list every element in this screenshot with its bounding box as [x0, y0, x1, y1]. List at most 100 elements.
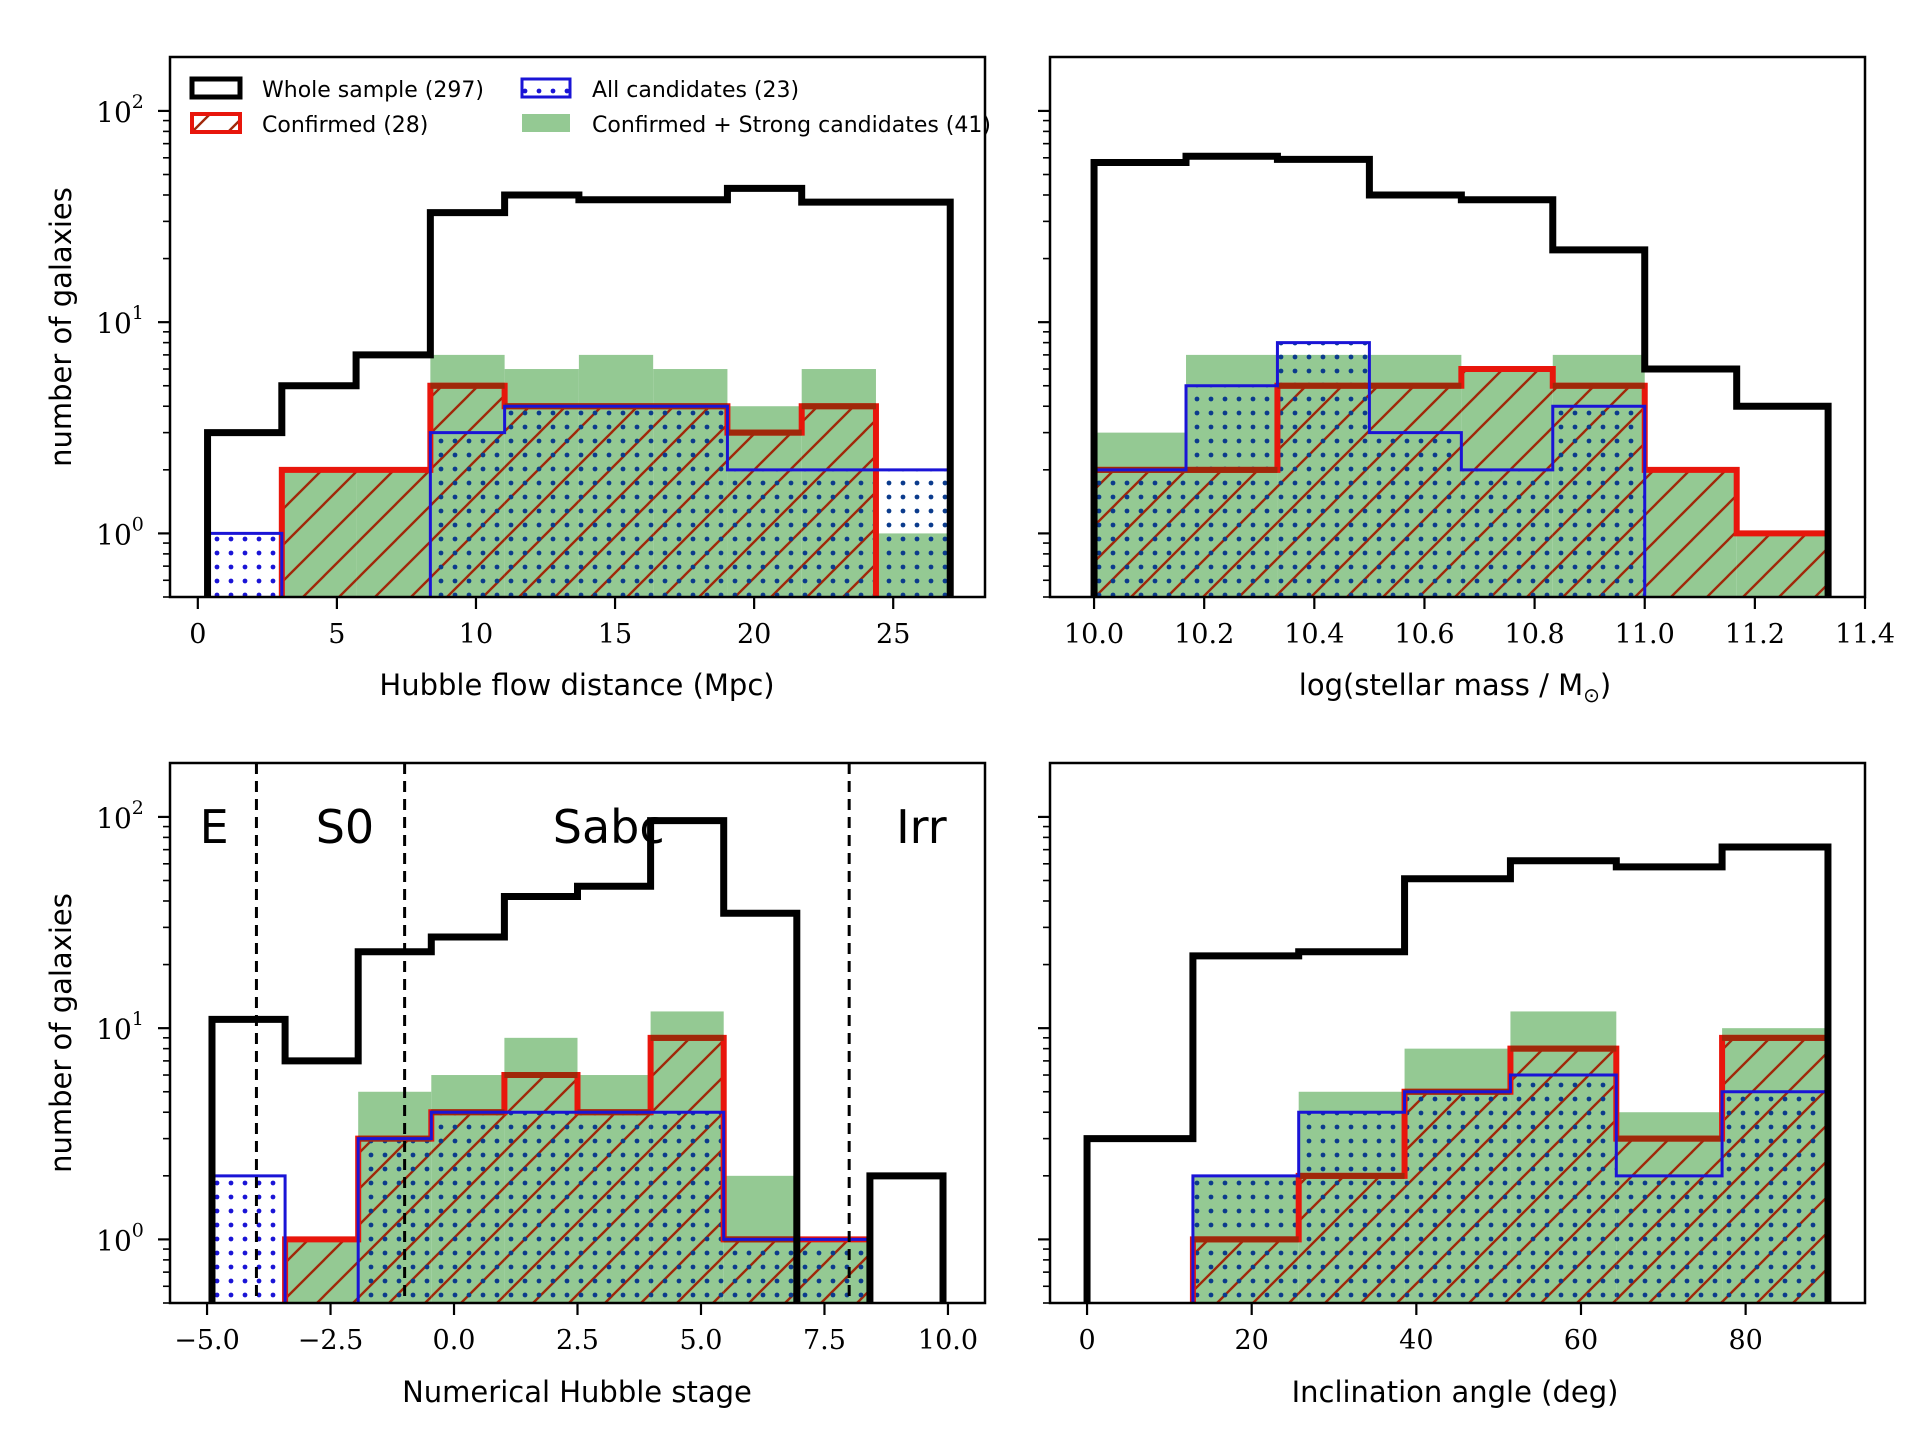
- distance-xtick-label: 10: [459, 619, 493, 650]
- mass-xlabel-sun-symbol: ⊙: [1583, 683, 1600, 707]
- hubble_stage-candidates-bar: [650, 1112, 724, 1303]
- legend-label-candidates: All candidates (23): [592, 78, 799, 103]
- legend: Whole sample (297) Confirmed (28) All ca…: [189, 76, 991, 138]
- distance-ticks: 0 5 10 15 20 25 100 101 102: [96, 91, 910, 650]
- hubble_stage-xtick-label: 2.5: [556, 1325, 599, 1356]
- hubble_stage-xtick-label: −5.0: [174, 1325, 240, 1356]
- distance-candidates-outline: [206, 404, 952, 597]
- distance-ylabel: number of galaxies: [44, 187, 78, 467]
- mass-axes-frame: [1048, 55, 1867, 599]
- distance-xtick-label: 5: [328, 619, 345, 650]
- hubble_stage-ytick-label: 101: [96, 1008, 144, 1046]
- panel-hubble-distance: 0 5 10 15 20 25 100 101 102 Hubble flow distance…: [44, 55, 991, 702]
- distance-candidates-bar: [430, 432, 505, 597]
- inclination-xtick-label: 20: [1235, 1325, 1269, 1356]
- hubble_stage-xtick-label: 7.5: [803, 1325, 846, 1356]
- region-label-sabc: Sabc: [553, 800, 665, 854]
- mass-xtick-label: 10.6: [1394, 619, 1454, 650]
- distance-ytick-label: 102: [96, 91, 144, 129]
- mass-candidates-bar: [1186, 385, 1278, 597]
- hubble_stage-xtick-label: 10.0: [918, 1325, 978, 1356]
- inclination-ticks: 0 20 40 60 80: [1038, 815, 1763, 1356]
- inclination-whole-outline: [1083, 843, 1832, 1303]
- mass-xtick-label: 11.0: [1615, 619, 1675, 650]
- legend-label-whole: Whole sample (297): [262, 78, 484, 103]
- hubble_stage-ytick-label: 102: [96, 797, 144, 835]
- distance-candidates-bar: [875, 469, 951, 597]
- hubble_stage-candidates-bar: [358, 1138, 432, 1303]
- hubble_stage-candidates-bar: [431, 1112, 505, 1303]
- mass-xtick-label: 10.0: [1064, 619, 1124, 650]
- inclination-xtick-label: 80: [1728, 1325, 1762, 1356]
- distance-confirmed-bar: [356, 469, 431, 597]
- mass-xtick-label: 11.2: [1725, 619, 1785, 650]
- mass-whole-outline: [1090, 152, 1832, 597]
- mass-xtick-label: 10.2: [1174, 619, 1234, 650]
- mass-confirmed-bar: [1644, 469, 1737, 597]
- hubble_stage-xtick-label: −2.5: [298, 1325, 364, 1356]
- hubble_stage-whole-outline: [208, 817, 947, 1303]
- hubble_stage-candidates-bar: [211, 1175, 286, 1303]
- distance-xtick-label: 25: [876, 619, 910, 650]
- mass-confirmed-bar: [1736, 533, 1829, 597]
- inclination-candidates-bar: [1510, 1075, 1617, 1303]
- inclination-candidates-bar: [1616, 1175, 1723, 1303]
- inclination-candidates-bar: [1722, 1091, 1828, 1303]
- stage-histogram-plot: [208, 817, 947, 1303]
- inclination-xlabel: Inclination angle (deg): [1292, 1375, 1619, 1409]
- hubble_stage-candidates-bar: [504, 1112, 578, 1303]
- hubble_stage-xtick-label: 0.0: [433, 1325, 476, 1356]
- mass-ticks: 10.0 10.2 10.4 10.6 10.8 11.0 11.2 11.4: [1038, 109, 1895, 650]
- mass-candidates-bar: [1552, 406, 1645, 597]
- legend-swatch-candidates: [520, 77, 572, 99]
- mass-xtick-label: 11.4: [1835, 619, 1895, 650]
- hubble_stage-candidates-bar: [577, 1112, 651, 1303]
- mass-candidates-bar: [1094, 469, 1187, 597]
- mass-histogram-plot: [1090, 152, 1832, 597]
- distance-ytick-label: 100: [96, 513, 144, 551]
- distance-candidates-bar: [653, 406, 728, 597]
- inclination-candidates-bar: [1404, 1091, 1511, 1303]
- distance-candidates-bar: [578, 406, 654, 597]
- mass-candidates-outline: [1092, 341, 1647, 597]
- legend-swatch-strong: [522, 114, 570, 132]
- panel-hubble-stage: −5.0 −2.5 0.0 2.5 5.0 7.5 10.0 100 101 102 Numeri…: [44, 761, 987, 1409]
- stage-ticks: −5.0 −2.5 0.0 2.5 5.0 7.5 10.0 100 101 102: [96, 797, 978, 1356]
- inclination-histogram-plot: [1083, 843, 1832, 1303]
- inclination-candidates-outline: [1191, 1073, 1830, 1303]
- stage-xlabel: Numerical Hubble stage: [402, 1375, 752, 1409]
- hubble_stage-xtick-label: 5.0: [680, 1325, 723, 1356]
- distance-whole-outline: [204, 184, 954, 597]
- inclination-candidates-bar: [1298, 1112, 1405, 1303]
- region-label-irr: Irr: [896, 800, 947, 854]
- distance-histogram-plot: [204, 184, 954, 597]
- legend-label-confirmed: Confirmed (28): [262, 113, 428, 138]
- hubble_stage-candidates-bar: [723, 1239, 797, 1303]
- hubble_stage-candidates-bar: [796, 1239, 870, 1303]
- inclination-xtick-label: 60: [1564, 1325, 1598, 1356]
- distance-axes-frame: [168, 55, 987, 599]
- mass-candidates-bar: [1461, 469, 1553, 597]
- mass-candidates-bar: [1369, 432, 1462, 597]
- distance-xtick-label: 0: [189, 619, 206, 650]
- distance-confirmed-bar: [281, 469, 357, 597]
- distance-ytick-label: 101: [96, 302, 144, 340]
- hubble_stage-confirmed-bar: [285, 1239, 359, 1303]
- distance-candidates-bar: [207, 533, 282, 597]
- region-label-e: E: [200, 800, 229, 854]
- legend-swatch-confirmed: [190, 112, 242, 134]
- distance-xtick-label: 20: [737, 619, 771, 650]
- panel-inclination: 0 20 40 60 80 Inclination angle (deg): [1038, 761, 1867, 1409]
- distance-xlabel: Hubble flow distance (Mpc): [379, 668, 774, 702]
- mass-candidates-bar: [1277, 342, 1370, 597]
- hubble_stage-ytick-label: 100: [96, 1219, 144, 1257]
- legend-label-strong: Confirmed + Strong candidates (41): [592, 113, 991, 138]
- panel-stellar-mass: 10.0 10.2 10.4 10.6 10.8 11.0 11.2 11.4 log(ste…: [1038, 55, 1895, 707]
- stage-ylabel: number of galaxies: [44, 893, 78, 1173]
- distance-xtick-label: 15: [598, 619, 632, 650]
- distance-candidates-bar: [801, 469, 876, 597]
- distance-candidates-bar: [727, 469, 802, 597]
- mass-xlabel: log(stellar mass / M⊙): [1299, 668, 1611, 707]
- distance-candidates-bar: [504, 406, 579, 597]
